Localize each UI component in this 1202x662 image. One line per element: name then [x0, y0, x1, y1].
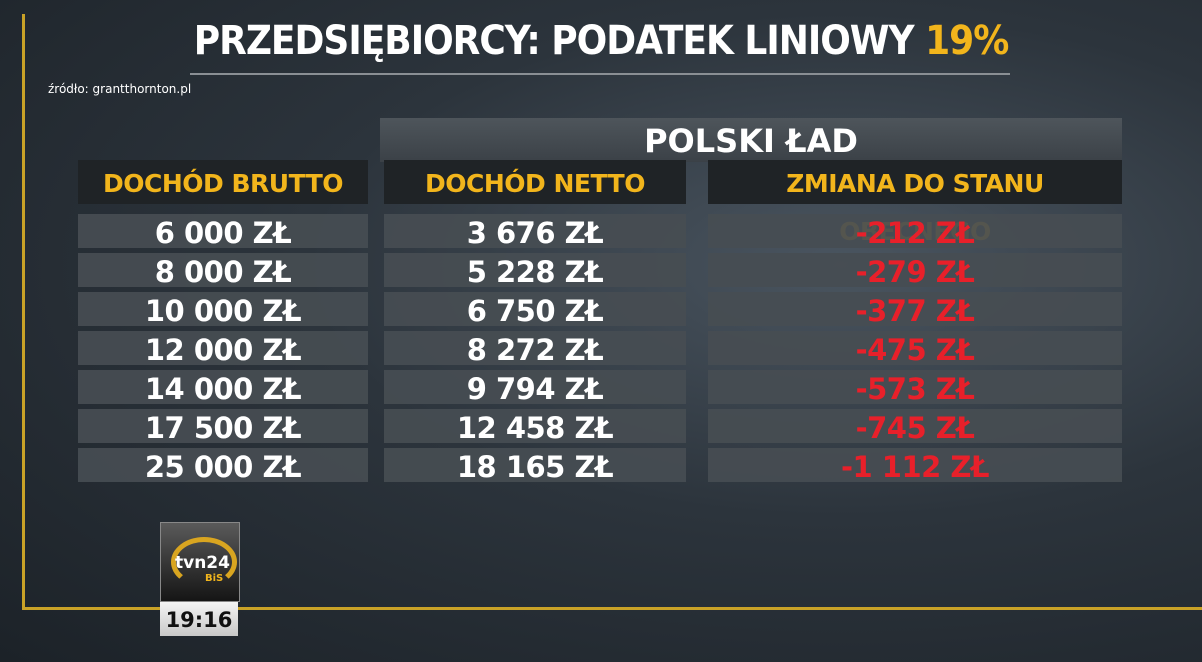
cell-zmiana: -377 ZŁ	[708, 292, 1122, 328]
clock: 19:16	[160, 602, 238, 636]
cell-brutto: 25 000 ZŁ	[78, 448, 368, 484]
title-accent: 19%	[925, 18, 1009, 64]
cell-brutto: 6 000 ZŁ	[78, 214, 368, 250]
source-note: źródło: grantthornton.pl	[48, 82, 192, 96]
column-header-netto: DOCHÓD NETTO	[384, 160, 686, 204]
table-row: 8 000 ZŁ 5 228 ZŁ -279 ZŁ	[62, 253, 1142, 291]
cell-zmiana: -1 112 ZŁ	[708, 448, 1122, 484]
table-row: 10 000 ZŁ 6 750 ZŁ -377 ZŁ	[62, 292, 1142, 330]
page-title: PRZEDSIĘBIORCY: PODATEK LINIOWY 19%	[0, 18, 1202, 64]
table-row: 14 000 ZŁ 9 794 ZŁ -573 ZŁ	[62, 370, 1142, 408]
table-row: 17 500 ZŁ 12 458 ZŁ -745 ZŁ	[62, 409, 1142, 447]
frame-left-line	[22, 14, 25, 610]
cell-brutto: 10 000 ZŁ	[78, 292, 368, 328]
cell-brutto: 17 500 ZŁ	[78, 409, 368, 445]
cell-netto: 12 458 ZŁ	[384, 409, 686, 445]
column-header-brutto: DOCHÓD BRUTTO	[78, 160, 368, 204]
cell-netto: 8 272 ZŁ	[384, 331, 686, 367]
cell-netto: 3 676 ZŁ	[384, 214, 686, 250]
column-header-zmiana: ZMIANA DO STANU OBECNEGO	[708, 160, 1122, 246]
cell-brutto: 12 000 ZŁ	[78, 331, 368, 367]
table-row: 12 000 ZŁ 8 272 ZŁ -475 ZŁ	[62, 331, 1142, 369]
channel-logo: tvn24 BiS	[160, 522, 240, 602]
cell-netto: 9 794 ZŁ	[384, 370, 686, 406]
cell-netto: 18 165 ZŁ	[384, 448, 686, 484]
cell-netto: 5 228 ZŁ	[384, 253, 686, 289]
logo-text: tvn24	[175, 553, 230, 573]
cell-zmiana: -745 ZŁ	[708, 409, 1122, 445]
frame-bottom-line	[22, 607, 1202, 610]
table-row: 25 000 ZŁ 18 165 ZŁ -1 112 ZŁ	[62, 448, 1142, 486]
cell-zmiana: -573 ZŁ	[708, 370, 1122, 406]
title-divider	[190, 73, 1010, 75]
cell-zmiana: -279 ZŁ	[708, 253, 1122, 289]
logo-sub: BiS	[205, 573, 224, 584]
cell-brutto: 14 000 ZŁ	[78, 370, 368, 406]
cell-zmiana: -475 ZŁ	[708, 331, 1122, 367]
table-row: 6 000 ZŁ 3 676 ZŁ -212 ZŁ	[62, 214, 1142, 252]
logo-ring-icon	[171, 537, 237, 587]
title-main: PRZEDSIĘBIORCY: PODATEK LINIOWY	[193, 18, 915, 64]
cell-zmiana: -212 ZŁ	[708, 214, 1122, 250]
cell-brutto: 8 000 ZŁ	[78, 253, 368, 289]
group-header-polski-lad: POLSKI ŁAD	[380, 118, 1122, 162]
cell-netto: 6 750 ZŁ	[384, 292, 686, 328]
